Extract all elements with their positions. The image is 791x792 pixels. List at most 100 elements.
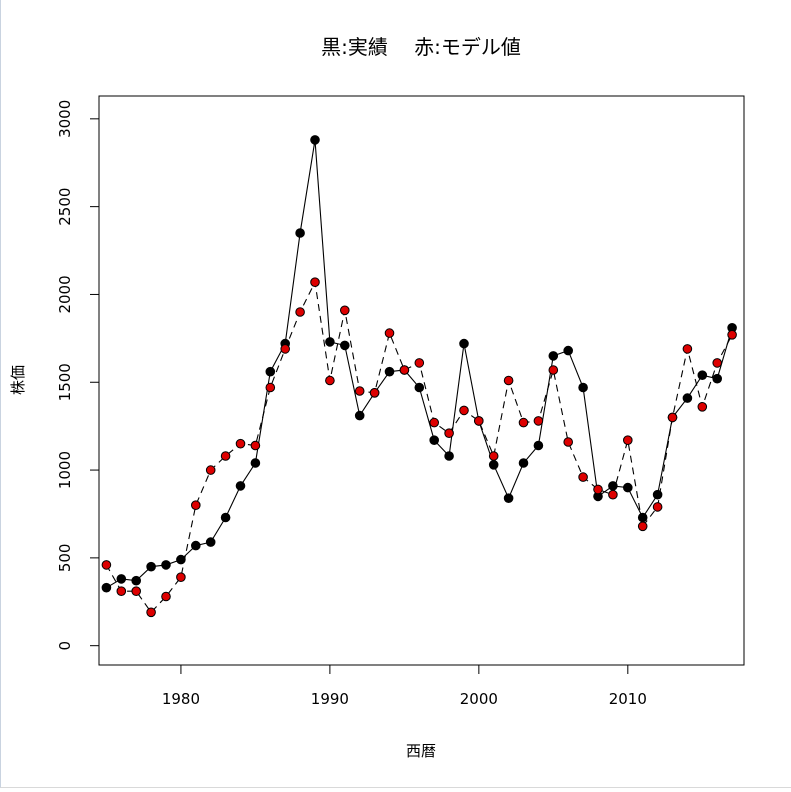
model-point [608, 489, 618, 500]
actual-point [191, 540, 201, 551]
actual-point [608, 481, 618, 491]
actual-point [235, 481, 246, 491]
model-point [235, 438, 246, 449]
model-point [101, 560, 112, 570]
series-lines [105, 139, 733, 614]
model-point [444, 428, 454, 439]
y-tick-label: 1000 [56, 451, 74, 489]
x-tick-label: 1980 [162, 690, 200, 708]
model-point [518, 417, 529, 428]
model-point [265, 382, 276, 393]
model-point [414, 358, 425, 368]
y-tick-label: 500 [56, 544, 74, 573]
actual-point [340, 340, 350, 351]
actual-point [265, 366, 276, 377]
chart-title: 黒:実績 赤:モデル値 [321, 35, 521, 59]
actual-point [176, 554, 186, 565]
x-tick-label: 2010 [609, 690, 647, 708]
model-point [325, 375, 335, 386]
actual-point [548, 351, 559, 361]
y-axis-title: 株価 [9, 365, 27, 395]
model-point [533, 416, 544, 426]
model-point [578, 472, 588, 482]
model-point [176, 572, 186, 583]
y-tick-label: 0 [56, 641, 74, 651]
actual-point [220, 512, 231, 523]
plot-area-frame [98, 95, 745, 666]
model-point [369, 388, 380, 398]
actual-point [429, 435, 440, 446]
model-point [116, 586, 127, 597]
actual-point [295, 228, 305, 238]
actual-point [578, 382, 588, 393]
model-point [652, 502, 663, 512]
model-point [429, 417, 440, 428]
model-point [563, 437, 574, 447]
model-point [727, 330, 737, 340]
model-point [161, 591, 171, 602]
actual-point [682, 393, 693, 403]
model-point [503, 375, 514, 386]
actual-point [563, 345, 574, 356]
actual-point [503, 493, 514, 504]
actual-point [384, 366, 395, 377]
model-point [191, 500, 201, 511]
actual-point [310, 135, 320, 145]
actual-point [488, 460, 499, 470]
actual-point [116, 574, 127, 584]
model-point [623, 435, 633, 446]
actual-point [101, 582, 112, 593]
model-point [593, 484, 603, 495]
model-point [220, 451, 231, 461]
series-points [101, 135, 737, 618]
actual-point [131, 575, 141, 586]
axes: 1980 1990 2000 2010 0 500 1000 1500 2000 2500 3000 [56, 100, 647, 708]
actual-point [444, 451, 454, 461]
actual-point [623, 482, 633, 493]
x-tick-label: 1990 [311, 690, 349, 708]
model-point [459, 405, 469, 416]
x-tick-label: 2000 [460, 690, 498, 708]
model-point [667, 412, 678, 423]
x-axis-title: 西暦 [406, 742, 436, 760]
actual-point [161, 560, 171, 570]
y-tick-label: 2500 [56, 188, 74, 226]
y-tick-label: 3000 [56, 100, 74, 138]
model-point [280, 344, 291, 354]
actual-point [712, 373, 723, 384]
model-point [250, 440, 261, 451]
model-point [146, 607, 156, 618]
model-point [205, 465, 216, 475]
model-point [354, 386, 365, 396]
actual-point [518, 458, 529, 468]
model-point [131, 586, 141, 597]
actual-point [697, 370, 708, 381]
model-point [637, 521, 648, 532]
model-point [488, 451, 499, 461]
actual-point [652, 489, 663, 500]
model-point [697, 402, 708, 412]
actual-point [250, 458, 261, 468]
actual-point [146, 561, 156, 572]
actual-point [459, 338, 469, 349]
model-point [712, 358, 723, 368]
model-point [474, 416, 484, 426]
model-point [340, 305, 350, 316]
y-tick-label: 2000 [56, 275, 74, 313]
model-series-line [105, 280, 733, 614]
actual-point [533, 440, 544, 451]
model-point [295, 307, 305, 317]
model-point [399, 365, 410, 375]
actual-point [325, 337, 335, 347]
model-point [548, 365, 559, 375]
y-tick-label: 1500 [56, 363, 74, 401]
actual-point [205, 537, 216, 547]
actual-point [414, 382, 425, 393]
model-point [384, 328, 395, 338]
actual-point [637, 512, 648, 523]
model-point [682, 344, 693, 354]
model-point [310, 277, 320, 288]
actual-point [354, 410, 365, 421]
